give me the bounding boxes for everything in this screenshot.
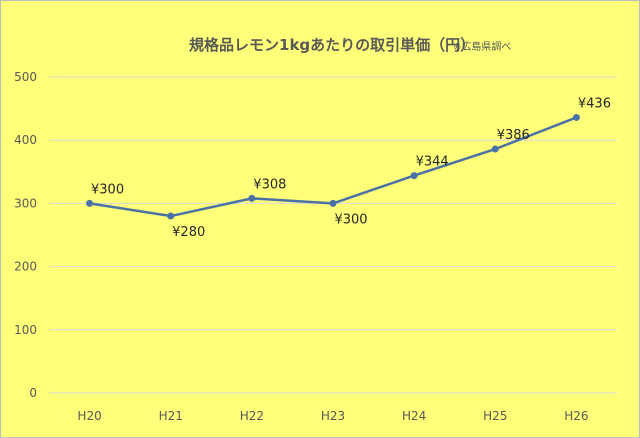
data-point: [491, 145, 499, 153]
x-tick-label: H24: [402, 409, 426, 423]
y-tick-label: 300: [14, 196, 37, 210]
x-tick-label: H20: [77, 409, 101, 423]
y-tick-label: 200: [14, 260, 37, 274]
data-label: ¥344: [416, 155, 449, 170]
data-point: [86, 199, 94, 207]
y-tick-label: 400: [14, 133, 37, 147]
x-tick-label: H25: [483, 409, 507, 423]
data-point: [329, 199, 337, 207]
chart-title-note: ※広島県調べ: [453, 40, 511, 53]
chart-title: 規格品レモン1kgあたりの取引単価（円） ※広島県調べ: [189, 36, 511, 54]
chart-title-main: 規格品レモン1kgあたりの取引単価（円）: [189, 36, 475, 54]
y-tick-label: 100: [14, 323, 37, 337]
y-tick-label: 500: [14, 70, 37, 84]
x-tick-label: H21: [159, 409, 183, 423]
series-lemon-price: [86, 113, 580, 220]
gridlines: [49, 76, 617, 394]
data-label: ¥436: [578, 96, 611, 111]
data-label: ¥300: [334, 212, 367, 227]
x-tick-label: H26: [564, 409, 588, 423]
data-point: [572, 113, 580, 121]
data-point: [248, 194, 256, 202]
data-point: [167, 212, 175, 220]
x-tick-label: H23: [321, 409, 345, 423]
x-tick-label: H22: [240, 409, 264, 423]
data-label: ¥280: [172, 225, 205, 240]
y-axis: 0 100 200 300 400 500: [14, 70, 37, 400]
data-label: ¥300: [91, 182, 124, 197]
data-labels: ¥300 ¥280 ¥308 ¥300 ¥344 ¥386 ¥436: [91, 96, 611, 240]
data-label: ¥386: [497, 128, 530, 143]
x-axis: H20 H21 H22 H23 H24 H25 H26: [77, 409, 588, 423]
data-label: ¥308: [253, 177, 286, 192]
data-point: [410, 172, 418, 180]
y-tick-label: 0: [29, 386, 37, 400]
